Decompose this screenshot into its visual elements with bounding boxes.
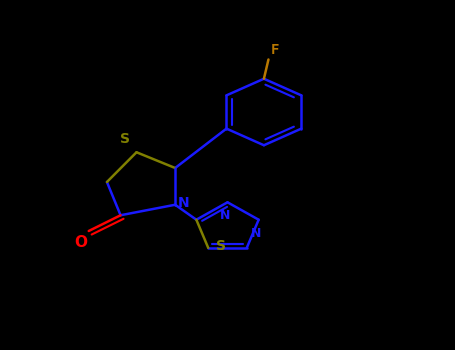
Text: F: F [271,43,279,57]
Text: N: N [251,227,262,240]
Text: O: O [74,235,87,250]
Text: S: S [217,239,227,253]
Text: N: N [220,209,230,222]
Text: S: S [120,132,130,146]
Text: N: N [177,196,189,210]
